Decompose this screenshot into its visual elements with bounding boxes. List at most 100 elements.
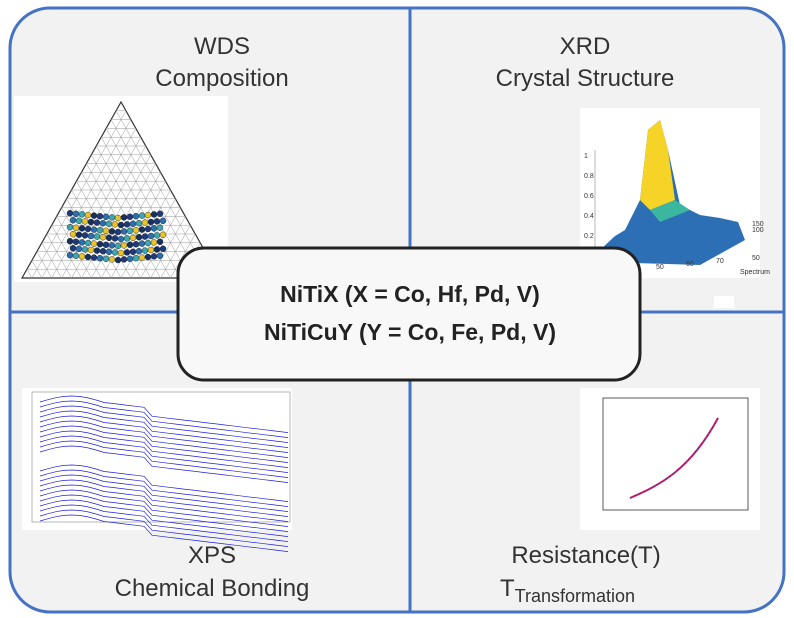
sample-dot	[142, 220, 148, 226]
subtitle-main: T	[500, 575, 515, 602]
sample-dot	[154, 246, 160, 252]
sample-dot	[121, 256, 127, 262]
xps-image	[22, 388, 292, 552]
resistance-image	[580, 388, 760, 530]
sample-dot	[100, 234, 106, 240]
sample-dot	[118, 250, 124, 256]
z-tick-label: 0.6	[584, 193, 594, 200]
sample-dot	[79, 211, 85, 217]
sample-dot	[145, 254, 151, 260]
sample-dot	[97, 255, 103, 261]
sample-dot	[160, 218, 166, 224]
quadrant-subtitle: Chemical Bonding	[115, 575, 310, 602]
sample-dot	[94, 234, 100, 240]
sample-dot	[151, 253, 157, 259]
sample-dot	[73, 253, 79, 259]
sample-dot	[91, 227, 97, 233]
sample-dot	[130, 249, 136, 255]
sample-dot	[82, 246, 88, 252]
sample-dot	[88, 247, 94, 253]
sample-dot	[85, 240, 91, 246]
sample-dot	[124, 221, 130, 227]
sample-dot	[148, 233, 154, 239]
sample-dot	[160, 246, 166, 252]
y-axis-label: Spectrum	[740, 269, 770, 276]
sample-dot	[136, 248, 142, 254]
sample-dot	[79, 239, 85, 245]
sample-dot	[79, 253, 85, 259]
sample-dot	[109, 214, 115, 220]
sample-dot	[70, 245, 76, 251]
sample-dot	[145, 240, 151, 246]
sample-dot	[151, 211, 157, 217]
sample-dot	[157, 225, 163, 231]
sample-dot	[85, 226, 91, 232]
z-tick-label: 0.2	[584, 233, 594, 240]
sample-dot	[127, 256, 133, 262]
sample-dot	[118, 236, 124, 242]
sample-dot	[148, 247, 154, 253]
quadrant-subtitle: Crystal Structure	[496, 65, 675, 92]
sample-dot	[76, 246, 82, 252]
sample-dot	[157, 253, 163, 259]
sample-dot	[121, 242, 127, 248]
sample-dot	[127, 242, 133, 248]
sample-dot	[97, 227, 103, 233]
patch	[714, 296, 734, 308]
sample-dot	[136, 234, 142, 240]
sample-dot	[121, 228, 127, 234]
sample-dot	[106, 235, 112, 241]
sample-dot	[136, 220, 142, 226]
sample-dot	[133, 241, 139, 247]
sample-dot	[133, 227, 139, 233]
sample-dot	[157, 239, 163, 245]
sample-dot	[133, 255, 139, 261]
sample-dot	[103, 228, 109, 234]
sample-dot	[79, 225, 85, 231]
sample-dot	[76, 232, 82, 238]
sample-dot	[130, 221, 136, 227]
sample-dot	[154, 232, 160, 238]
sample-dot	[88, 219, 94, 225]
x-tick-label: 70	[716, 258, 724, 265]
sample-dot	[103, 256, 109, 262]
sample-dot	[82, 218, 88, 224]
sample-dot	[151, 239, 157, 245]
sample-dot	[133, 213, 139, 219]
sample-dot	[112, 221, 118, 227]
quadrant-title: Resistance(T)	[511, 542, 660, 569]
sample-dot	[67, 252, 73, 258]
z-tick-label: 0.8	[584, 173, 594, 180]
sample-dot	[103, 214, 109, 220]
center-box	[178, 248, 640, 380]
sample-dot	[106, 249, 112, 255]
diagram: WDS Composition XRD Crystal Structure XP…	[0, 0, 794, 618]
sample-dot	[127, 214, 133, 220]
sample-dot	[67, 238, 73, 244]
sample-dot	[109, 228, 115, 234]
z-tick-label: 1	[584, 153, 588, 160]
sample-dot	[115, 257, 121, 263]
center-line: NiTiX (X = Co, Hf, Pd, V)	[280, 281, 540, 307]
sample-dot	[70, 217, 76, 223]
sample-dot	[85, 212, 91, 218]
sample-dot	[142, 248, 148, 254]
quadrant-title: XRD	[560, 33, 611, 60]
sample-dot	[124, 235, 130, 241]
sample-dot	[121, 214, 127, 220]
sample-dot	[139, 227, 145, 233]
quadrant-title: XPS	[188, 542, 236, 569]
sample-dot	[70, 231, 76, 237]
sample-dot	[139, 255, 145, 261]
sample-dot	[154, 218, 160, 224]
x-tick-label: 60	[686, 261, 694, 268]
sample-dot	[67, 210, 73, 216]
sample-dot	[145, 226, 151, 232]
z-tick-label: 0.4	[584, 213, 594, 220]
sample-dot	[91, 213, 97, 219]
sample-dot	[67, 224, 73, 230]
sample-dot	[112, 235, 118, 241]
sample-dot	[88, 233, 94, 239]
sample-dot	[91, 241, 97, 247]
sample-dot	[115, 243, 121, 249]
